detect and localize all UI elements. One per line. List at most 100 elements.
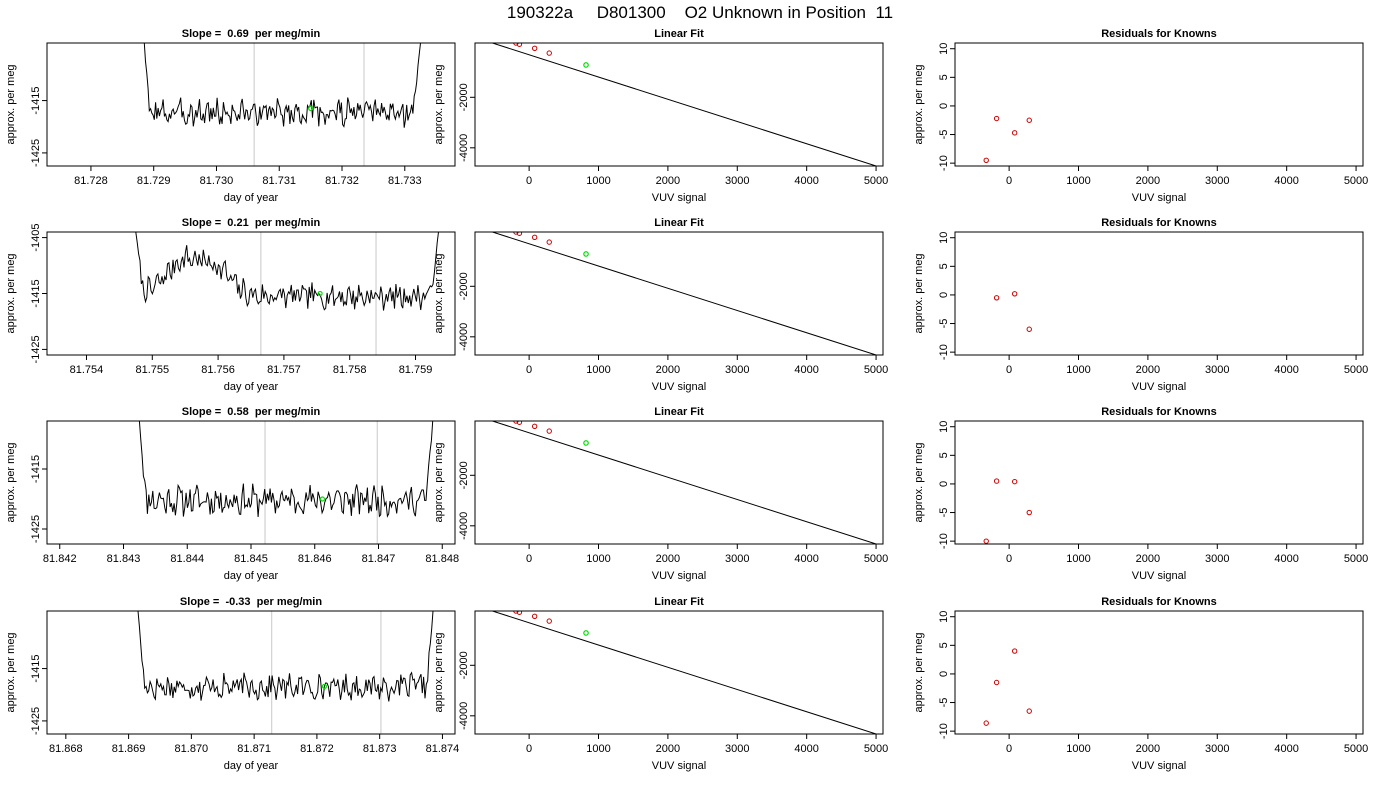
unknown-marker bbox=[308, 105, 314, 112]
y-axis-label: approx. per meg bbox=[433, 442, 445, 522]
chart-title: Linear Fit bbox=[654, 596, 704, 608]
data-point bbox=[505, 416, 509, 420]
x-tick-label: 2000 bbox=[656, 743, 680, 755]
plot-frame bbox=[46, 420, 456, 545]
y-tick-label: -2000 bbox=[458, 272, 470, 300]
data-point bbox=[1026, 117, 1032, 123]
x-tick-label: 2000 bbox=[656, 553, 680, 565]
plot-frame bbox=[46, 610, 456, 735]
chart-title: Linear Fit bbox=[654, 217, 704, 229]
x-tick-label: 81.874 bbox=[426, 743, 460, 755]
x-tick-label: 4000 bbox=[794, 743, 818, 755]
chart-title: Linear Fit bbox=[654, 406, 704, 418]
y-tick-label: -10 bbox=[938, 344, 950, 360]
chart-panel-6: Residuals for Knowns 0 1000 2000 3000 4000 500… bbox=[913, 217, 1368, 393]
chart-panel-9: Residuals for Knowns 0 1000 2000 3000 4000 500… bbox=[913, 406, 1368, 582]
x-tick-label: 81.729 bbox=[137, 175, 171, 187]
x-tick-label: 3000 bbox=[725, 553, 749, 565]
data-point bbox=[983, 720, 989, 726]
fit-line bbox=[490, 421, 877, 544]
x-axis-label: day of year bbox=[224, 760, 279, 772]
plot-area bbox=[490, 611, 877, 734]
data-point bbox=[983, 538, 989, 544]
data-point bbox=[993, 679, 1000, 686]
unknown-marker bbox=[583, 62, 589, 68]
plot-frame bbox=[474, 610, 884, 735]
plot-area bbox=[490, 416, 877, 544]
chart-title: Residuals for Knowns bbox=[1101, 596, 1217, 608]
y-axis-label: approx. per meg bbox=[5, 632, 17, 712]
y-tick-label: -1425 bbox=[30, 707, 42, 735]
y-tick-label: -1425 bbox=[30, 139, 42, 167]
data-point bbox=[993, 478, 1000, 484]
fit-line bbox=[490, 232, 877, 355]
chart-title: Slope = 0.21 per meg/min bbox=[182, 217, 321, 229]
x-tick-label: 2000 bbox=[1136, 364, 1160, 376]
y-tick-label: 0 bbox=[938, 481, 950, 487]
x-tick-label: 1000 bbox=[1066, 175, 1090, 187]
x-tick-label: 81.732 bbox=[325, 175, 359, 187]
x-tick-label: 4000 bbox=[794, 364, 818, 376]
x-tick-label: 1000 bbox=[1066, 743, 1090, 755]
y-axis-label: approx. per meg bbox=[913, 632, 925, 712]
plot-area bbox=[490, 43, 877, 166]
x-tick-label: 5000 bbox=[864, 364, 888, 376]
y-tick-label: -2000 bbox=[458, 651, 470, 679]
y-tick-label: -10 bbox=[938, 533, 950, 549]
y-axis-label: approx. per meg bbox=[5, 64, 17, 144]
x-tick-label: 3000 bbox=[1205, 364, 1229, 376]
data-point bbox=[513, 611, 519, 614]
data-point bbox=[513, 421, 519, 424]
x-tick-label: 81.731 bbox=[262, 175, 296, 187]
chart-panel-1: Slope = 0.69 per meg/min 81.728 81.729 81.7… bbox=[5, 28, 456, 204]
chart-title: Slope = 0.69 per meg/min bbox=[182, 28, 321, 40]
y-axis-label: approx. per meg bbox=[913, 253, 925, 333]
x-tick-label: 81.846 bbox=[298, 553, 332, 565]
y-tick-label: -5 bbox=[938, 130, 950, 140]
x-tick-label: 3000 bbox=[1205, 175, 1229, 187]
y-tick-label: 10 bbox=[938, 43, 950, 55]
chart-panel-4: Slope = 0.21 per meg/min 81.754 81.755 81.7… bbox=[5, 217, 456, 393]
plot-area bbox=[983, 478, 1032, 544]
y-axis-label: approx. per meg bbox=[433, 253, 445, 333]
x-tick-label: 81.868 bbox=[49, 743, 83, 755]
x-axis-label: VUV signal bbox=[1132, 760, 1186, 772]
y-tick-label: -1405 bbox=[30, 224, 42, 252]
x-tick-label: 0 bbox=[526, 553, 532, 565]
data-point bbox=[1011, 130, 1018, 136]
data-trace bbox=[143, 43, 421, 128]
y-tick-label: 10 bbox=[938, 421, 950, 433]
x-tick-label: 0 bbox=[526, 364, 532, 376]
chart-panel-2: Linear Fit 0 1000 2000 3000 4000 5000 -2000 -400… bbox=[433, 28, 888, 204]
x-tick-label: 81.728 bbox=[74, 175, 108, 187]
x-tick-label: 5000 bbox=[1344, 175, 1368, 187]
plot-frame bbox=[954, 610, 1364, 735]
y-axis-label: approx. per meg bbox=[433, 64, 445, 144]
x-tick-label: 0 bbox=[1006, 364, 1012, 376]
x-tick-label: 2000 bbox=[1136, 175, 1160, 187]
y-tick-label: 5 bbox=[938, 452, 950, 458]
x-tick-label: 81.844 bbox=[170, 553, 204, 565]
y-tick-label: -1415 bbox=[30, 455, 42, 483]
x-tick-label: 0 bbox=[1006, 553, 1012, 565]
chart-title: Linear Fit bbox=[654, 28, 704, 40]
x-tick-label: 4000 bbox=[1274, 743, 1298, 755]
x-axis-label: VUV signal bbox=[652, 760, 706, 772]
y-tick-label: -1415 bbox=[30, 655, 42, 683]
y-tick-label: 10 bbox=[938, 611, 950, 623]
data-point bbox=[513, 43, 519, 46]
x-axis-label: VUV signal bbox=[1132, 570, 1186, 582]
data-point bbox=[516, 421, 523, 425]
plot-frame bbox=[954, 42, 1364, 167]
x-tick-label: 3000 bbox=[1205, 553, 1229, 565]
y-tick-label: 0 bbox=[938, 103, 950, 109]
x-tick-label: 81.755 bbox=[135, 364, 169, 376]
data-point bbox=[531, 423, 538, 430]
y-tick-label: -5 bbox=[938, 508, 950, 518]
data-point bbox=[546, 618, 552, 624]
chart-title: Residuals for Knowns bbox=[1101, 217, 1217, 229]
x-axis-label: day of year bbox=[224, 570, 279, 582]
y-tick-label: -2000 bbox=[458, 461, 470, 489]
y-tick-label: 5 bbox=[938, 642, 950, 648]
x-axis-label: day of year bbox=[224, 381, 279, 393]
